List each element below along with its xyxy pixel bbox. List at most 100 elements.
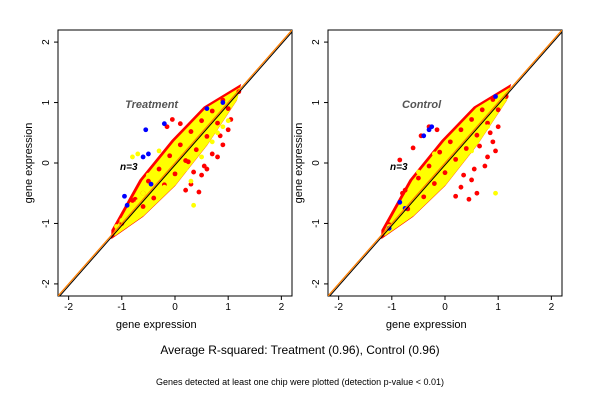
scatter-point-yellow xyxy=(209,139,215,145)
scatter-point-red xyxy=(421,194,427,200)
scatter-point-red xyxy=(215,120,220,126)
plot-area xyxy=(58,30,292,296)
scatter-point-yellow xyxy=(146,172,151,178)
scatter-point-red xyxy=(199,172,204,178)
scatter-point-yellow xyxy=(161,184,167,190)
scatter-point-yellow xyxy=(447,169,453,175)
scatter-point-red xyxy=(416,175,421,181)
scatter-point-red xyxy=(209,108,215,114)
diagonal-line-black xyxy=(59,31,292,296)
scatter-point-red xyxy=(177,121,183,127)
scatter-point-red xyxy=(172,171,178,177)
scatter-point-red xyxy=(458,184,464,190)
y-tick-label: 2 xyxy=(311,39,322,45)
scatter-point-red xyxy=(474,132,480,138)
scatter-point-red xyxy=(397,157,403,163)
scatter-panel-0: -2 -1 0 1 2 -2 -1 0 1 2 gene expression gene expres… xyxy=(23,29,293,331)
scatter-point-yellow xyxy=(135,151,141,157)
scatter-point-yellow xyxy=(416,169,421,175)
scatter-point-red xyxy=(204,134,210,139)
scatter-point-red xyxy=(169,117,175,122)
scatter-point-blue xyxy=(122,193,127,199)
scatter-point-red xyxy=(463,146,469,151)
scatter-point-yellow xyxy=(474,139,480,145)
scatter-point-red xyxy=(453,156,459,162)
scatter-point-yellow xyxy=(161,169,167,174)
diagonal-line-black xyxy=(329,31,562,296)
scatter-point-red xyxy=(479,107,485,113)
scatter-point-blue xyxy=(161,121,167,127)
scatter-point-red xyxy=(199,118,204,124)
scatter-point-yellow xyxy=(188,178,194,184)
scatter-point-yellow xyxy=(410,193,416,199)
sample-size-annotation: n=3 xyxy=(390,162,408,173)
scatter-point-yellow xyxy=(156,148,162,154)
scatter-point-blue xyxy=(220,100,226,105)
y-tick-label: 0 xyxy=(311,160,322,166)
scatter-point-red xyxy=(201,163,207,169)
scatter-point-yellow xyxy=(423,187,429,193)
scatter-point-red xyxy=(437,149,443,155)
scatter-point-red xyxy=(215,154,220,160)
scatter-point-red xyxy=(471,166,477,172)
y-tick-label: -1 xyxy=(311,219,322,228)
scatter-point-red xyxy=(183,187,189,193)
scatter-point-yellow xyxy=(215,130,220,136)
diagonal-line-orange xyxy=(328,30,562,296)
scatter-point-red xyxy=(410,145,416,151)
scatter-point-red xyxy=(487,130,493,136)
plot-area xyxy=(328,30,562,296)
scatter-point-red xyxy=(469,177,474,183)
x-tick-label: 0 xyxy=(442,302,448,313)
scatter-point-red xyxy=(442,170,448,176)
x-tick-label: -1 xyxy=(387,302,396,313)
scatter-point-red xyxy=(482,163,488,169)
scatter-point-blue xyxy=(140,154,146,160)
x-tick-label: 2 xyxy=(549,302,555,313)
scatter-point-red xyxy=(431,181,437,186)
y-tick-label: 1 xyxy=(311,99,322,105)
scatter-point-yellow xyxy=(469,148,474,154)
scatter-point-red xyxy=(495,107,501,113)
scatter-point-red xyxy=(485,154,490,160)
scatter-point-red xyxy=(191,169,197,175)
x-axis-label: gene expression xyxy=(116,319,197,331)
summary-caption: Average R-squared: Treatment (0.96), Con… xyxy=(160,343,440,357)
scatter-point-yellow xyxy=(135,199,141,205)
scatter-point-red xyxy=(447,139,453,145)
scatter-point-red xyxy=(461,172,467,178)
scatter-point-red xyxy=(185,159,191,165)
scatter-panel-1: -2 -1 0 1 2 -2 -1 0 1 2 gene expression gene expres… xyxy=(293,29,563,331)
y-tick-label: 1 xyxy=(41,99,52,105)
scatter-point-red xyxy=(495,124,501,130)
scatter-point-red xyxy=(458,127,464,133)
x-tick-label: -2 xyxy=(64,302,73,313)
scatter-point-red xyxy=(196,189,202,195)
scatter-point-red xyxy=(156,166,162,172)
sample-size-annotation: n=3 xyxy=(120,162,138,173)
scatter-point-red xyxy=(209,151,215,157)
scatter-point-red xyxy=(151,195,157,201)
scatter-point-red xyxy=(140,204,146,209)
scatter-point-yellow xyxy=(220,124,226,130)
scatter-point-blue xyxy=(421,133,427,139)
scatter-point-yellow xyxy=(493,190,498,196)
scatter-point-red xyxy=(188,129,194,134)
scatter-point-blue xyxy=(146,151,151,157)
scatter-point-red xyxy=(426,163,432,169)
scatter-point-red xyxy=(167,153,173,159)
scatter-point-blue xyxy=(397,199,403,205)
scatter-point-yellow xyxy=(458,154,464,160)
scatter-point-red xyxy=(493,148,498,154)
scatter-point-yellow xyxy=(199,154,204,160)
scatter-point-red xyxy=(474,190,480,196)
x-tick-label: -2 xyxy=(334,302,343,313)
scatter-point-red xyxy=(485,120,490,126)
x-tick-label: 1 xyxy=(495,302,501,313)
x-tick-label: 2 xyxy=(279,302,285,313)
scatter-point-blue xyxy=(143,127,149,133)
x-tick-label: 1 xyxy=(225,302,231,313)
scatter-point-blue xyxy=(148,181,154,187)
scatter-point-blue xyxy=(493,94,498,99)
scatter-point-blue xyxy=(124,202,130,208)
